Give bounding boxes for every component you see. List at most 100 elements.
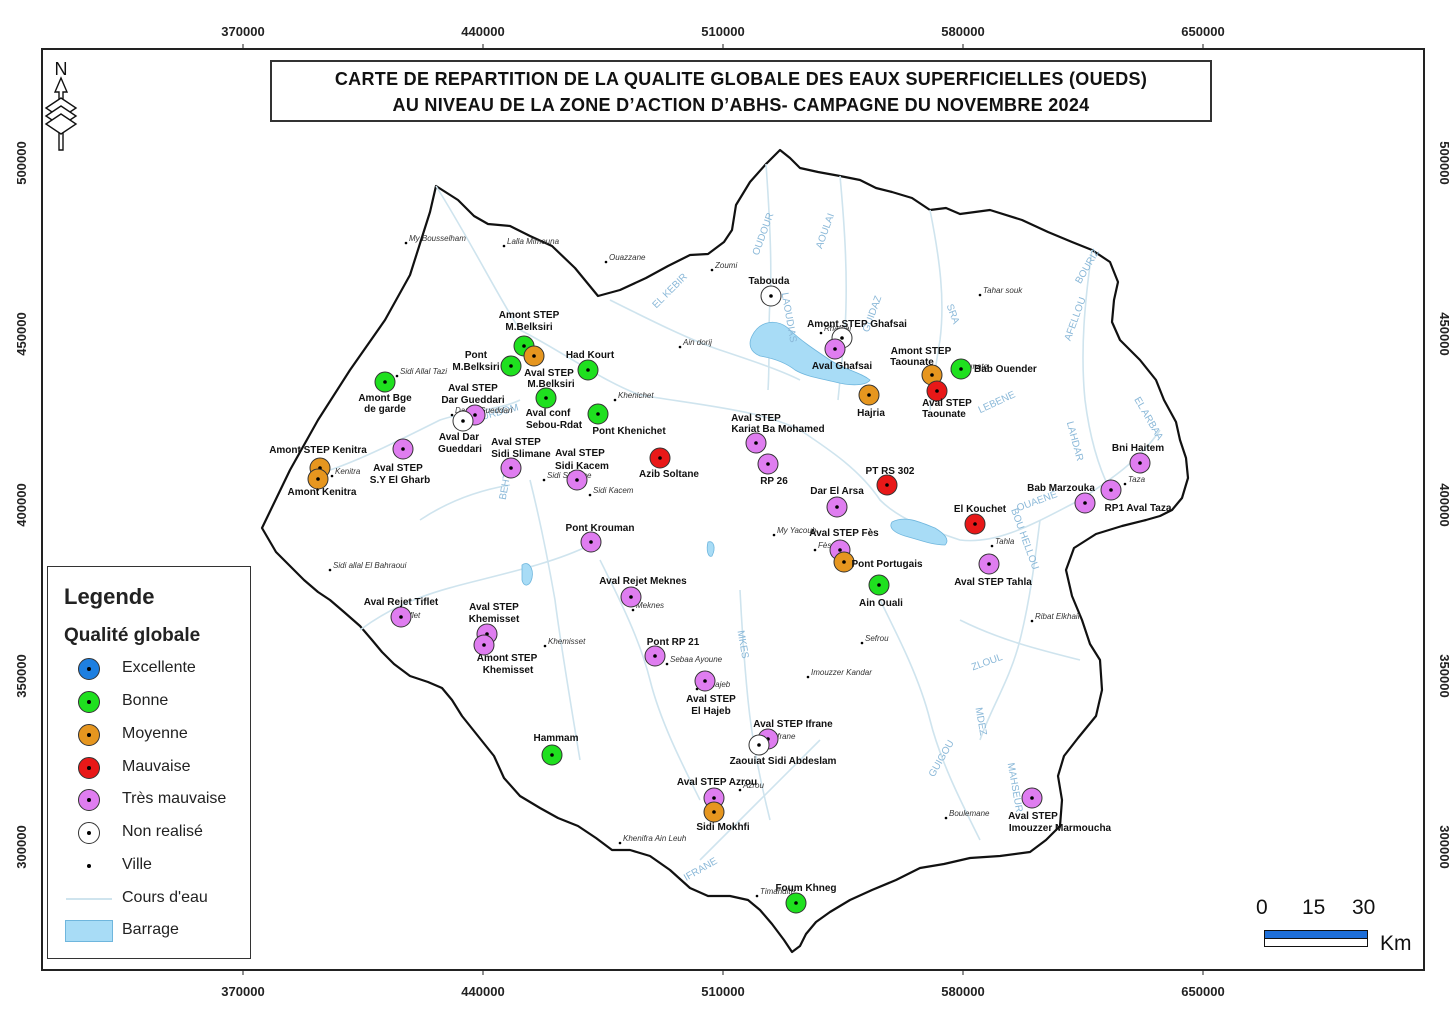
station-label: Sebou-Rdat xyxy=(526,420,583,431)
station-center-dot xyxy=(794,901,798,905)
station-marker[interactable] xyxy=(452,410,474,432)
city-label: Ouazzane xyxy=(609,253,646,262)
station-label: Aval STEP xyxy=(491,437,541,448)
city-label: Azrou xyxy=(742,781,764,790)
station-marker[interactable] xyxy=(964,513,986,535)
station-marker[interactable] xyxy=(307,468,329,490)
station-marker[interactable] xyxy=(824,338,846,360)
x-tick-label-top: 510000 xyxy=(701,24,744,39)
x-axis-top: 370000 440000 510000 580000 650000 xyxy=(221,24,1225,49)
scale-tick-30: 30 xyxy=(1352,896,1376,919)
station-marker[interactable] xyxy=(523,345,545,367)
station-marker[interactable] xyxy=(541,744,563,766)
station-marker[interactable] xyxy=(580,531,602,553)
city-label: Timahdite xyxy=(760,887,796,896)
station-center-dot xyxy=(959,367,963,371)
station-marker[interactable] xyxy=(1129,452,1151,474)
map-title: CARTE DE REPARTITION DE LA QUALITE GLOBA… xyxy=(270,60,1212,122)
station-marker[interactable] xyxy=(566,469,588,491)
station-marker[interactable] xyxy=(926,380,948,402)
station-label: RP 26 xyxy=(760,476,788,487)
y-tick-label-left: 500000 xyxy=(14,141,29,184)
station-marker[interactable] xyxy=(620,586,642,608)
city-label: Tahla xyxy=(995,537,1015,546)
station-marker[interactable] xyxy=(826,496,848,518)
station-marker[interactable] xyxy=(978,553,1000,575)
title-line-2: AU NIVEAU DE LA ZONE D’ACTION D’ABHS- CA… xyxy=(392,95,1090,115)
station-marker[interactable] xyxy=(950,358,972,380)
station-label: Zaouiat Sidi Abdeslam xyxy=(730,756,837,767)
x-tick-label-bottom: 580000 xyxy=(941,984,984,999)
station-marker[interactable] xyxy=(473,634,495,656)
city-label: Imouzzer Kandar xyxy=(811,668,872,677)
city-label: Sidi Allal Tazi xyxy=(400,367,447,376)
station-marker[interactable] xyxy=(757,453,779,475)
legend-item-barrage: Barrage xyxy=(62,917,247,945)
station-marker[interactable] xyxy=(785,892,807,914)
legend-label: Moyenne xyxy=(122,725,188,742)
station-marker[interactable] xyxy=(374,371,396,393)
station-label: Sidi Slimane xyxy=(491,449,551,460)
station-marker[interactable] xyxy=(694,670,716,692)
river-label: MDEZ xyxy=(973,707,989,737)
station-label: Amont STEP xyxy=(891,346,952,357)
city-label: Taounate xyxy=(955,362,989,371)
city-label: Sidi allal El Bahraoui xyxy=(333,561,407,570)
station-marker[interactable] xyxy=(921,364,943,386)
city-dot xyxy=(1030,619,1034,623)
station-marker[interactable] xyxy=(876,474,898,496)
station-marker[interactable] xyxy=(649,447,671,469)
station-center-dot xyxy=(712,796,716,800)
station-marker[interactable] xyxy=(745,432,767,454)
station-marker[interactable] xyxy=(760,285,782,307)
station-marker[interactable] xyxy=(1100,479,1122,501)
legend-label: Excellente xyxy=(122,659,196,676)
station-label: Hammam xyxy=(533,733,578,744)
station-marker[interactable] xyxy=(833,551,855,573)
city-dot xyxy=(604,260,608,264)
station-label: Bab Marzouka xyxy=(1027,483,1095,494)
station-label: Dar Gueddari xyxy=(441,395,505,406)
city-label: Sebaa Ayoune xyxy=(670,655,723,664)
city-label: Khenifra Ain Leuh xyxy=(623,834,687,843)
station-marker[interactable] xyxy=(587,403,609,425)
station-marker[interactable] xyxy=(390,606,412,628)
station-marker[interactable] xyxy=(644,645,666,667)
y-tick-label-right: 450000 xyxy=(1437,312,1452,355)
station-marker[interactable] xyxy=(748,734,770,756)
station-center-dot xyxy=(544,396,548,400)
station-label: Aval Ghafsai xyxy=(812,361,872,372)
y-tick-label-left: 300000 xyxy=(14,825,29,868)
scale-tick-0: 0 xyxy=(1256,896,1268,919)
x-tick-label-bottom: 510000 xyxy=(701,984,744,999)
station-marker[interactable] xyxy=(1074,492,1096,514)
station-marker[interactable] xyxy=(500,355,522,377)
station-label: Aval STEP xyxy=(922,398,972,409)
station-label: Aval STEP Ifrane xyxy=(753,719,833,730)
station-marker[interactable] xyxy=(868,574,890,596)
station-marker[interactable] xyxy=(1021,787,1043,809)
city-dot xyxy=(860,641,864,645)
station-marker[interactable] xyxy=(858,384,880,406)
station-marker[interactable] xyxy=(535,387,557,409)
station-label: Aval conf xyxy=(526,408,571,419)
station-label: Foum Khneg xyxy=(775,883,836,894)
basin-boundary xyxy=(260,148,1190,954)
station-center-dot xyxy=(885,483,889,487)
station-label: Taounate xyxy=(890,357,934,368)
y-tick-label-right: 500000 xyxy=(1437,141,1452,184)
station-center-dot xyxy=(1030,796,1034,800)
legend-title: Legende xyxy=(64,584,155,609)
station-label: Ain Ouali xyxy=(859,598,903,609)
station-label: Sidi Kacem xyxy=(555,461,609,472)
station-marker[interactable] xyxy=(500,457,522,479)
station-center-dot xyxy=(877,583,881,587)
station-marker[interactable] xyxy=(703,801,725,823)
station-marker[interactable] xyxy=(392,438,414,460)
station-marker[interactable] xyxy=(577,359,599,381)
station-center-dot xyxy=(930,373,934,377)
north-arrow-icon: N xyxy=(44,59,78,151)
station-labels-layer: Tabouda Amont STEP Ghafsai Aval Ghafsai Amo… xyxy=(269,276,1172,894)
city-dot xyxy=(710,268,714,272)
station-label: Kariat Ba Mohamed xyxy=(731,424,824,435)
